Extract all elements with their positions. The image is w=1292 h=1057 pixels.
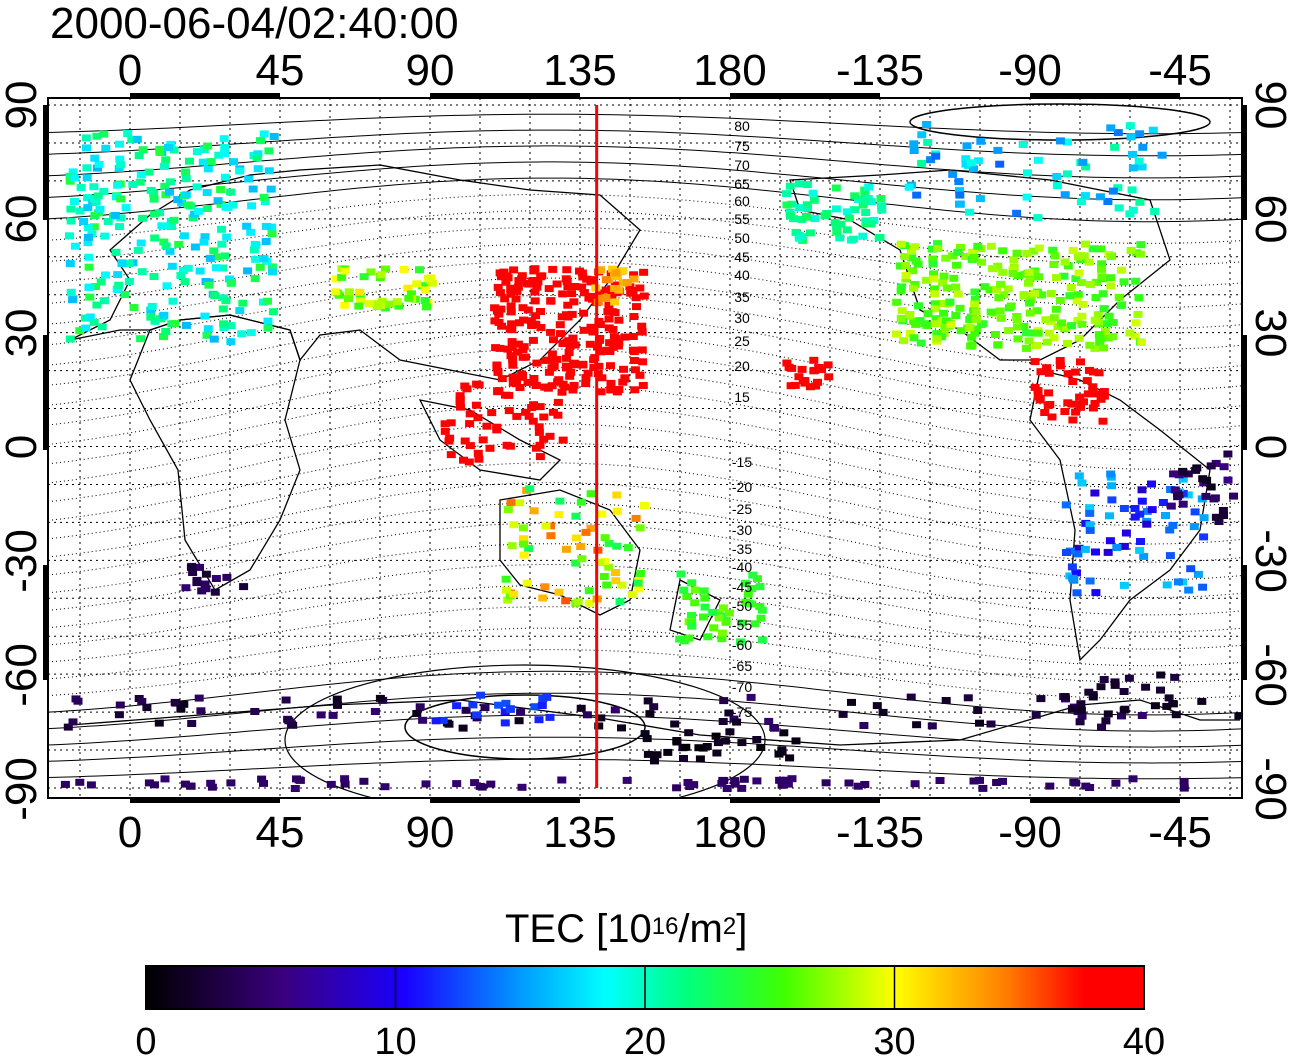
x-tick-bottom-label: 90 (406, 808, 455, 857)
contour-label: -45 (732, 579, 752, 595)
contour-label: -75 (732, 704, 752, 720)
frame-bar (430, 93, 580, 98)
contour-label: 20 (734, 358, 750, 374)
x-tick-bottom-label: 45 (256, 808, 305, 857)
x-tick-top-label: 45 (256, 46, 305, 95)
frame-bar (130, 93, 280, 98)
x-axis-top-ticks: 0 45 90 135 180 -135 -90 -45 (118, 46, 1212, 95)
y-tick-right-label: -60 (1246, 643, 1292, 707)
x-tick-top-label: -90 (998, 46, 1062, 95)
coastlines (69, 164, 1240, 746)
frame-bar (430, 798, 580, 803)
x-axis-bottom-ticks: 0 45 90 135 180 -135 -90 -45 (118, 808, 1212, 857)
contour-label: 45 (734, 249, 750, 265)
frame-bar (1030, 798, 1180, 803)
colorbar-title: TEC [1016/m2] (505, 905, 747, 953)
contour-label: 15 (734, 389, 750, 405)
colorbar-tick-label: 30 (873, 1021, 915, 1057)
contour-label: -15 (732, 454, 752, 470)
tec-data-cells (60, 121, 1242, 792)
y-tick-left-label: 30 (0, 309, 46, 358)
frame-bar (43, 105, 48, 220)
contour-label: -30 (732, 522, 752, 538)
y-tick-left-label: -90 (0, 757, 46, 821)
contour-label: 80 (734, 118, 750, 134)
y-axis-left-ticks: 90 60 30 0 -30 -60 -90 (0, 81, 46, 821)
x-tick-bottom-label: 180 (693, 808, 766, 857)
frame-bar (43, 335, 48, 450)
frame-bar (1242, 105, 1247, 220)
contour-label: 30 (734, 310, 750, 326)
colorbar-title-mid: /m (678, 907, 723, 951)
contour-label: -55 (732, 617, 752, 633)
contour-label: -60 (732, 637, 752, 653)
contour-label: 65 (734, 176, 750, 192)
map-timestamp-title: 2000-06-04/02:40:00 (50, 0, 459, 48)
frame-bar (1242, 565, 1247, 680)
contour-label: -65 (732, 658, 752, 674)
y-tick-right-label: 30 (1246, 309, 1292, 358)
colorbar-title-exp2: 2 (722, 913, 737, 940)
y-tick-left-label: -30 (0, 529, 46, 593)
magnetic-latitude-contours (48, 103, 1242, 798)
contour-label: -20 (732, 479, 752, 495)
frame-bar (130, 798, 280, 803)
contour-label: 70 (734, 157, 750, 173)
x-tick-top-label: 180 (693, 46, 766, 95)
contour-label: 60 (734, 193, 750, 209)
frame-bar (1242, 335, 1247, 450)
contour-label: -35 (732, 541, 752, 557)
y-tick-right-label: -30 (1246, 529, 1292, 593)
y-tick-right-label: 90 (1246, 81, 1292, 130)
y-tick-right-label: -90 (1246, 757, 1292, 821)
contour-label: -70 (732, 679, 752, 695)
contour-label: 40 (734, 267, 750, 283)
colorbar-title-main: TEC [10 (505, 907, 652, 951)
frame-tick-bars (43, 93, 1247, 803)
colorbar-title-end: ] (736, 907, 748, 951)
x-tick-top-label: 0 (118, 46, 142, 95)
y-tick-right-label: 60 (1246, 195, 1292, 244)
x-tick-bottom-label: -45 (1148, 808, 1212, 857)
y-tick-left-label: -60 (0, 643, 46, 707)
contour-label: 50 (734, 230, 750, 246)
contour-label: -25 (732, 501, 752, 517)
contour-label: 25 (734, 333, 750, 349)
colorbar-tick-label: 20 (624, 1021, 666, 1057)
colorbar-tick-label: 0 (135, 1021, 156, 1057)
contour-label: -40 (732, 559, 752, 575)
y-tick-left-label: 90 (0, 81, 46, 130)
lat-lon-grid (48, 98, 1242, 798)
x-tick-top-label: 90 (406, 46, 455, 95)
colorbar-ticks: 0 10 20 30 40 (135, 966, 1165, 1057)
x-tick-bottom-label: -90 (998, 808, 1062, 857)
y-axis-right-ticks: 90 60 30 0 -30 -60 -90 (1246, 81, 1292, 821)
x-tick-top-label: 135 (543, 46, 616, 95)
x-tick-bottom-label: -135 (836, 808, 924, 857)
x-tick-bottom-label: 0 (118, 808, 142, 857)
frame-bar (730, 93, 880, 98)
frame-bar (1030, 93, 1180, 98)
colorbar-title-exp1: 16 (651, 913, 679, 940)
colorbar-tick-label: 40 (1123, 1021, 1165, 1057)
frame-bar (43, 565, 48, 680)
contour-label: 55 (734, 211, 750, 227)
x-tick-top-label: -135 (836, 46, 924, 95)
contour-label: -50 (732, 598, 752, 614)
contour-label: 75 (734, 138, 750, 154)
colorbar-tick-label: 10 (374, 1021, 416, 1057)
y-tick-left-label: 0 (0, 435, 46, 459)
y-tick-left-label: 60 (0, 195, 46, 244)
x-tick-bottom-label: 135 (543, 808, 616, 857)
y-tick-right-label: 0 (1246, 435, 1292, 459)
contour-label: 35 (734, 289, 750, 305)
frame-bar (730, 798, 880, 803)
x-tick-top-label: -45 (1148, 46, 1212, 95)
